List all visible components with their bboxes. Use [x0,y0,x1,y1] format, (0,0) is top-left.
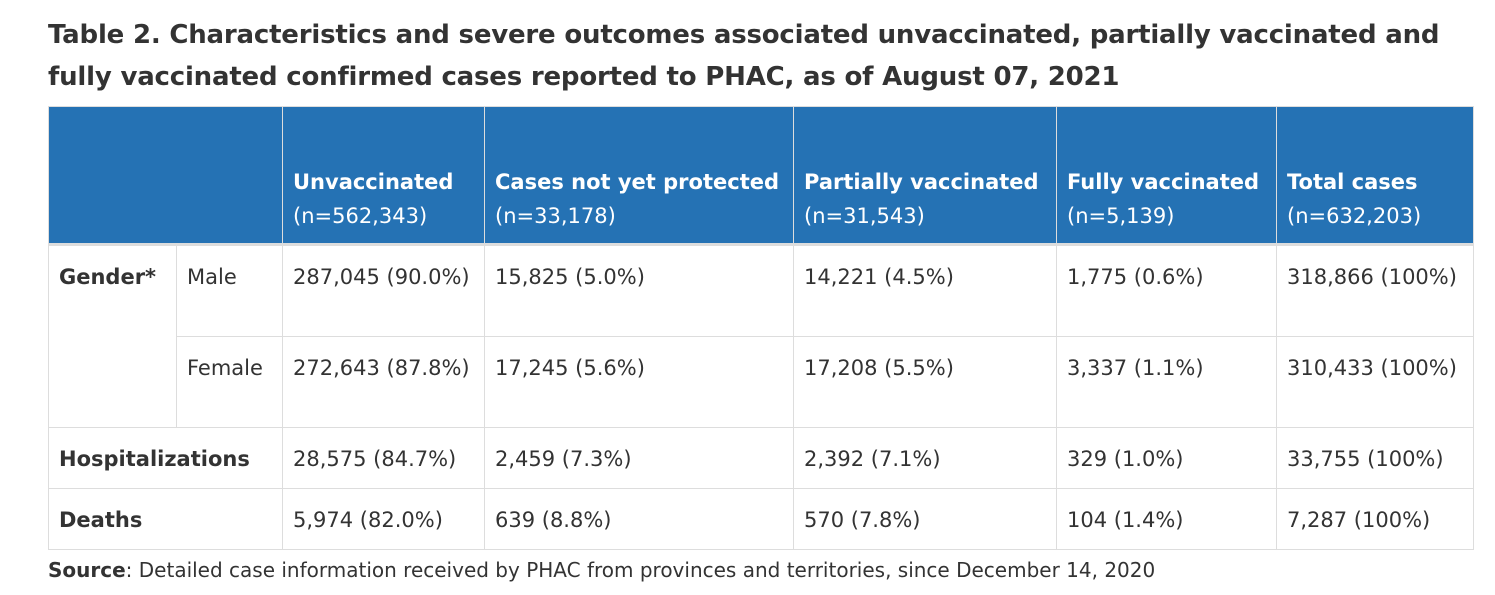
row-subheader-female: Female [176,336,283,428]
header-cases-not-yet-protected: Cases not yet protected (n=33,178) [484,106,794,245]
table-cell: 5,974 (82.0%) [282,488,485,550]
table-cell: 17,208 (5.5%) [793,336,1057,428]
header-count: (n=562,343) [293,204,428,228]
table-cell: 329 (1.0%) [1056,427,1277,489]
table-row-deaths: Deaths 5,974 (82.0%) 639 (8.8%) 570 (7.8… [48,488,1474,550]
table-row-male: Gender* Male 287,045 (90.0%) 15,825 (5.0… [48,244,1474,428]
row-header-gender: Gender* [48,244,177,428]
table-cell: 1,775 (0.6%) [1056,244,1277,337]
header-label: Fully vaccinated [1067,170,1260,194]
vaccination-outcomes-table: Unvaccinated (n=562,343) Cases not yet pr… [48,106,1474,550]
table-cell: 7,287 (100%) [1276,488,1474,550]
table-cell: 14,221 (4.5%) [793,244,1057,337]
table-cell: 15,825 (5.0%) [484,244,794,337]
table-cell: 33,755 (100%) [1276,427,1474,489]
table-caption: Table 2. Characteristics and severe outc… [48,20,1440,92]
header-count: (n=5,139) [1067,204,1175,228]
header-label: Unvaccinated [293,170,454,194]
header-count: (n=33,178) [495,204,616,228]
table-cell: 17,245 (5.6%) [484,336,794,428]
source-label: Source [48,558,126,582]
table-row-female: Female 272,643 (87.8%) 17,245 (5.6%) 17,… [49,336,1474,428]
table-cell: 2,459 (7.3%) [484,427,794,489]
table-cell: 272,643 (87.8%) [282,336,485,428]
table-cell: 318,866 (100%) [1276,244,1474,337]
header-label: Partially vaccinated [804,170,1039,194]
header-partially-vaccinated: Partially vaccinated (n=31,543) [793,106,1057,245]
table-cell: 287,045 (90.0%) [282,244,485,337]
header-label: Total cases [1287,170,1418,194]
row-header-hospitalizations: Hospitalizations [48,427,283,489]
header-label: Cases not yet protected [495,170,780,194]
source-note: Source: Detailed case information receiv… [48,555,1155,585]
header-fully-vaccinated: Fully vaccinated (n=5,139) [1056,106,1277,245]
row-subheader-male: Male [176,244,283,337]
table-row-hospitalizations: Hospitalizations 28,575 (84.7%) 2,459 (7… [48,427,1474,489]
header-corner [48,106,283,245]
table-cell: 310,433 (100%) [1276,336,1474,428]
table-header-row: Unvaccinated (n=562,343) Cases not yet pr… [48,106,1474,245]
header-total-cases: Total cases (n=632,203) [1276,106,1474,245]
table-cell: 570 (7.8%) [793,488,1057,550]
table-cell: 104 (1.4%) [1056,488,1277,550]
table-cell: 2,392 (7.1%) [793,427,1057,489]
table-cell: 3,337 (1.1%) [1056,336,1277,428]
header-count: (n=31,543) [804,204,925,228]
header-unvaccinated: Unvaccinated (n=562,343) [282,106,485,245]
header-count: (n=632,203) [1287,204,1422,228]
source-text: : Detailed case information received by … [125,558,1156,582]
row-header-deaths: Deaths [48,488,283,550]
table-cell: 28,575 (84.7%) [282,427,485,489]
table-cell: 639 (8.8%) [484,488,794,550]
